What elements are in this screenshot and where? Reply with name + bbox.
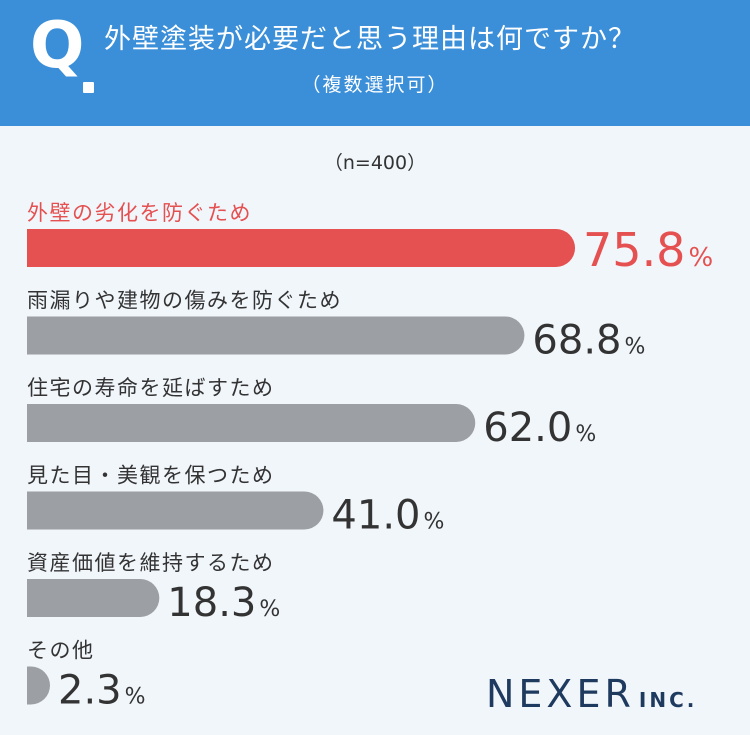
question-dot bbox=[83, 82, 94, 93]
value-number: 62.0 bbox=[483, 405, 572, 451]
bar bbox=[27, 579, 160, 617]
category-label: 住宅の寿命を延ばすため bbox=[27, 376, 275, 400]
value-label: 68.8% bbox=[532, 318, 645, 364]
bar bbox=[27, 229, 576, 267]
value-label: 18.3% bbox=[167, 580, 280, 626]
question-mark-letter: Q bbox=[30, 9, 85, 83]
question-header: Q 外壁塗装が必要だと思う理由は何ですか？ （複数選択可） bbox=[0, 0, 750, 126]
value-number: 68.8 bbox=[532, 318, 621, 364]
value-label: 41.0% bbox=[331, 493, 444, 539]
value-unit: % bbox=[125, 685, 146, 710]
value-number: 75.8 bbox=[583, 223, 685, 277]
value-label: 75.8% bbox=[583, 223, 713, 277]
bar bbox=[27, 404, 476, 442]
bar bbox=[27, 491, 324, 530]
question-subtitle: （複数選択可） bbox=[301, 74, 449, 96]
sample-size-label: （n=400） bbox=[323, 152, 427, 174]
value-unit: % bbox=[575, 422, 596, 447]
logo-sub-text: INC. bbox=[638, 688, 698, 712]
category-label: 資産価値を維持するため bbox=[27, 551, 275, 575]
value-label: 2.3% bbox=[58, 668, 146, 714]
category-label: 外壁の劣化を防ぐため bbox=[27, 201, 252, 225]
bar bbox=[27, 666, 50, 705]
value-number: 18.3 bbox=[167, 580, 256, 626]
value-number: 41.0 bbox=[331, 493, 420, 539]
value-unit: % bbox=[688, 243, 713, 273]
category-label: その他 bbox=[27, 639, 95, 663]
value-unit: % bbox=[259, 597, 280, 622]
value-number: 2.3 bbox=[58, 668, 122, 714]
value-label: 62.0% bbox=[483, 405, 596, 451]
bar bbox=[27, 316, 525, 355]
value-unit: % bbox=[423, 510, 444, 535]
category-label: 雨漏りや建物の傷みを防ぐため bbox=[27, 289, 342, 313]
logo-main-text: NEXER bbox=[486, 672, 635, 716]
category-label: 見た目・美観を保つため bbox=[27, 464, 275, 488]
company-logo: NEXER INC. bbox=[486, 672, 697, 716]
question-title: 外壁塗装が必要だと思う理由は何ですか？ bbox=[104, 24, 636, 55]
value-unit: % bbox=[624, 335, 645, 360]
